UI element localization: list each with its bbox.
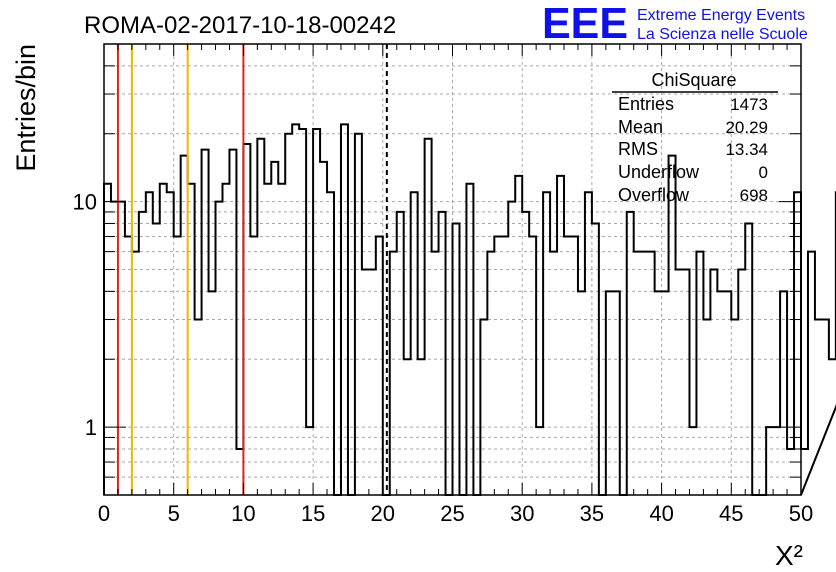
stats-value: 13.34 (725, 140, 768, 159)
stats-title: ChiSquare (651, 70, 736, 90)
x-tick-label: 15 (301, 501, 325, 526)
stats-label: Overflow (618, 185, 690, 205)
stats-value: 20.29 (725, 118, 768, 137)
logo-line-1: Extreme Energy Events (637, 7, 805, 24)
stats-label: Underflow (618, 162, 700, 182)
stats-value: 0 (759, 163, 768, 182)
histogram (103, 123, 836, 496)
x-axis-label: X² (775, 540, 803, 571)
logo-mark: EEE (542, 0, 628, 48)
y-tick-label: 1 (85, 415, 97, 440)
y-axis-label: Entries/bin (11, 44, 41, 172)
x-tick-label: 45 (719, 501, 743, 526)
x-tick-label: 50 (789, 501, 813, 526)
axes: 0 5 10 15 20 25 30 35 40 45 50 1 10 (73, 43, 813, 526)
x-tick-label: 10 (231, 501, 255, 526)
x-tick-label: 0 (98, 501, 110, 526)
x-tick-label: 30 (510, 501, 534, 526)
stats-value: 698 (740, 186, 768, 205)
marker-lines (116, 44, 388, 495)
stats-value: 1473 (730, 95, 768, 114)
y-tick-label: 10 (73, 190, 97, 215)
x-tick-label: 35 (580, 501, 604, 526)
chart-title: ROMA-02-2017-10-18-00242 (84, 12, 396, 39)
stats-label: Entries (618, 94, 674, 114)
x-tick-label: 25 (440, 501, 464, 526)
stats-box: ChiSquare Entries 1473 Mean 20.29 RMS 13… (612, 70, 778, 205)
logo-line-2: La Scienza nelle Scuole (637, 26, 808, 43)
x-tick-label: 5 (168, 501, 180, 526)
x-tick-label: 20 (371, 501, 395, 526)
stats-label: RMS (618, 139, 658, 159)
logo: EEE Extreme Energy Events La Scienza nel… (542, 0, 808, 48)
stats-label: Mean (618, 117, 663, 137)
histogram-outline (103, 123, 836, 496)
x-tick-label: 40 (649, 501, 673, 526)
